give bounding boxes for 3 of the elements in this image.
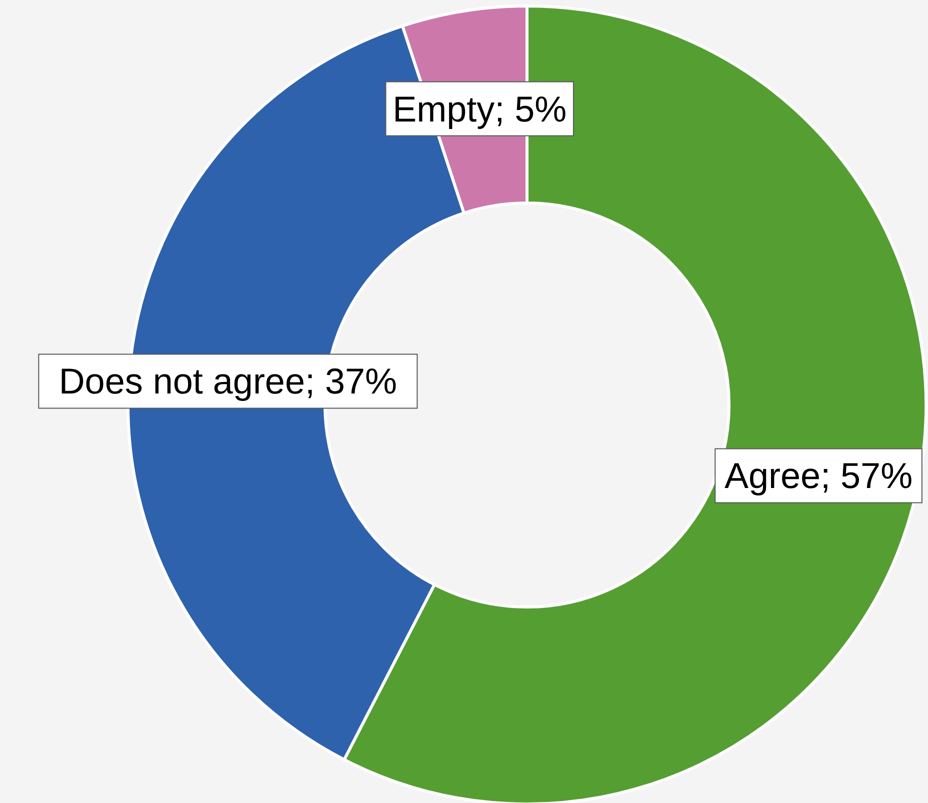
slice-label: Agree; 57% [724,455,913,496]
slice-label: Empty; 5% [392,88,567,130]
slice-label: Does not agree; 37% [58,360,398,402]
